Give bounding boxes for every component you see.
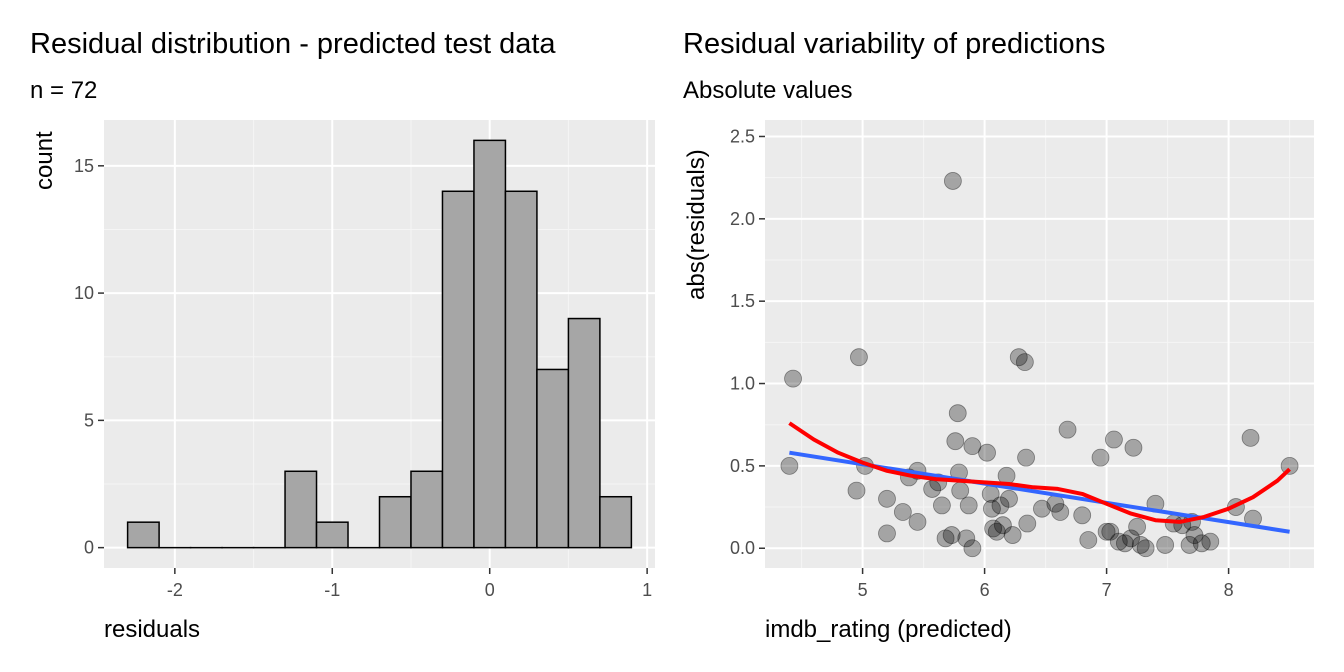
x-tick-label: -2 (167, 580, 183, 600)
scatter-point (1105, 430, 1123, 449)
y-tick-label: 15 (74, 156, 94, 176)
y-tick-label: 0.0 (730, 538, 755, 558)
histogram-bar (473, 139, 507, 549)
scatter-point (933, 496, 951, 515)
smooth-fit-line (788, 421, 1291, 524)
histogram-bar (536, 368, 570, 549)
scatter-point (1136, 539, 1155, 558)
scatter-point (847, 481, 866, 500)
scatter-point (1124, 438, 1143, 457)
scatter-point (1097, 522, 1116, 541)
scatter-point (1009, 348, 1028, 367)
x-tick-label: 8 (1224, 580, 1234, 600)
y-tick-label: 5 (84, 410, 94, 430)
scatter-point (987, 522, 1006, 541)
scatter-point (1156, 536, 1175, 554)
x-tick-label: 0 (485, 580, 495, 600)
scatter-point (1017, 448, 1035, 467)
scatter-point (1003, 526, 1022, 544)
scatter-point (1192, 534, 1211, 553)
x-tick-label: 1 (642, 580, 652, 600)
scatter-point (1101, 522, 1120, 541)
histogram-bar (599, 495, 633, 549)
scatter-point (1051, 503, 1070, 521)
scatter-point (1000, 489, 1018, 508)
y-tick-label: 2.5 (730, 126, 755, 146)
scatter-point (878, 489, 896, 508)
scatter-point (983, 499, 1001, 518)
histogram-bar (126, 521, 160, 549)
scatter-point (1241, 428, 1260, 447)
chart-title: Residual distribution - predicted test d… (30, 28, 556, 60)
scatter-point (1185, 526, 1204, 544)
x-tick-label: -1 (324, 580, 340, 600)
histogram-bar (378, 495, 412, 549)
x-axis-label: imdb_rating (predicted) (765, 616, 1012, 643)
scatter-point (994, 516, 1012, 535)
scatter-point (1180, 536, 1199, 554)
x-tick-label: 7 (1102, 580, 1112, 600)
scatter-point (1033, 499, 1051, 518)
scatter-point (893, 503, 912, 521)
histogram-bar (441, 190, 475, 549)
scatter-point (1122, 529, 1140, 548)
histogram-bar (315, 521, 349, 549)
y-tick-label: 1.0 (730, 374, 755, 394)
chart-title: Residual variability of predictions (683, 28, 1106, 60)
y-tick-label: 0 (84, 538, 94, 558)
scatter-point (963, 539, 982, 558)
scatter-point (1015, 353, 1034, 372)
scatter-point (1131, 536, 1150, 554)
scatter-point (946, 432, 965, 451)
y-tick-label: 0.5 (730, 456, 755, 476)
scatter-point (850, 348, 868, 367)
scatter-point (878, 524, 896, 543)
y-tick-label: 2.0 (730, 209, 755, 229)
scatter-point (948, 404, 967, 423)
scatter-point (1091, 448, 1110, 467)
scatter-point (1079, 531, 1098, 549)
x-axis-label: residuals (104, 616, 201, 643)
scatter-point (957, 529, 976, 548)
scatter-point (943, 172, 962, 190)
chart-subtitle: Absolute values (683, 77, 853, 104)
scatter-point (1280, 456, 1299, 475)
scatter-point (978, 443, 996, 462)
scatter-point (784, 369, 802, 388)
scatter-point (780, 456, 799, 475)
histogram-bar (567, 317, 601, 549)
scatter-point (1116, 534, 1134, 553)
scatter-point (1073, 506, 1092, 525)
scatter-point (991, 496, 1010, 515)
scatter-point (959, 496, 978, 515)
scatter-point (951, 481, 970, 500)
scatter-point (984, 519, 1003, 538)
scatter-point (1018, 514, 1037, 533)
scatter-point (1109, 532, 1128, 551)
y-tick-label: 10 (74, 283, 94, 303)
x-tick-label: 5 (858, 580, 868, 600)
scatter-point (963, 437, 982, 456)
y-tick-label: 1.5 (730, 291, 755, 311)
x-tick-label: 6 (980, 580, 990, 600)
scatter-point (1128, 517, 1146, 536)
scatter-point (942, 526, 961, 544)
scatter-point (936, 529, 955, 548)
scatter-point (1058, 420, 1077, 439)
scatter-point (908, 512, 927, 531)
histogram-bar (284, 470, 318, 549)
scatter-point (1201, 532, 1220, 551)
chart-subtitle: n = 72 (30, 77, 98, 104)
